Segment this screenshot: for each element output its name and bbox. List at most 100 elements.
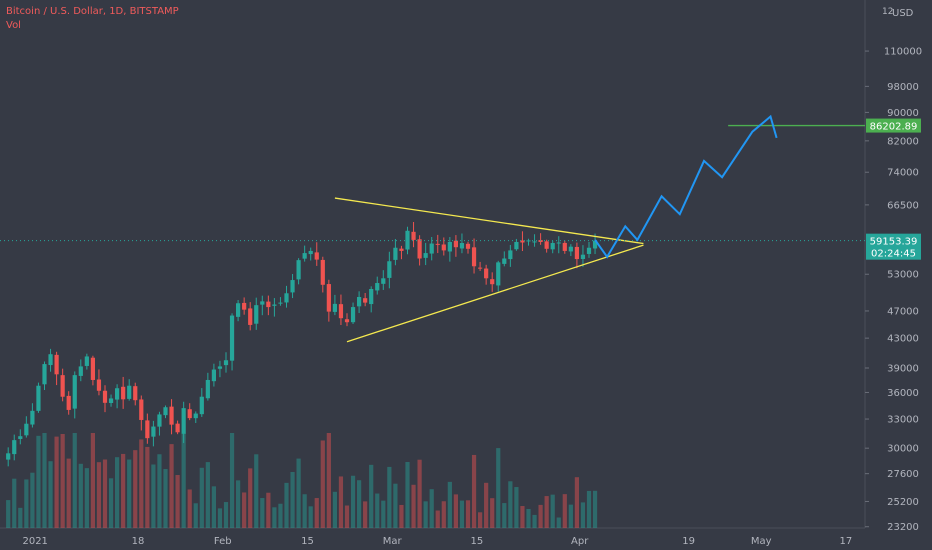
candle-body[interactable] (139, 399, 144, 420)
candle-body[interactable] (54, 354, 59, 375)
candle-body[interactable] (175, 423, 180, 433)
candlesticks[interactable] (6, 222, 598, 467)
candle-body[interactable] (108, 398, 114, 403)
candle-body[interactable] (550, 243, 555, 250)
candle-body[interactable] (217, 366, 223, 369)
candle-body[interactable] (520, 240, 525, 243)
candle-body[interactable] (223, 360, 229, 366)
candle-body[interactable] (169, 406, 174, 425)
candle-body[interactable] (314, 252, 319, 260)
candle-body[interactable] (411, 231, 416, 240)
candle-body[interactable] (36, 385, 41, 411)
candle-body[interactable] (478, 267, 483, 269)
candle-body[interactable] (102, 390, 108, 403)
candle-body[interactable] (357, 296, 362, 307)
candle-body[interactable] (592, 240, 598, 249)
candle-body[interactable] (471, 247, 477, 267)
candle-body[interactable] (350, 307, 356, 323)
candle-body[interactable] (6, 453, 11, 460)
candle-body[interactable] (72, 375, 77, 409)
candle-body[interactable] (465, 243, 471, 249)
candle-body[interactable] (193, 413, 198, 419)
candle-body[interactable] (363, 298, 368, 303)
triangle-lower-trendline[interactable] (346, 244, 644, 343)
candle-body[interactable] (532, 241, 537, 243)
candle-body[interactable] (332, 303, 337, 312)
candle-body[interactable] (242, 302, 247, 310)
candle-body[interactable] (435, 243, 440, 245)
candle-body[interactable] (484, 268, 489, 279)
candle-body[interactable] (60, 375, 65, 397)
candle-body[interactable] (96, 379, 102, 391)
candle-body[interactable] (562, 242, 567, 251)
candle-body[interactable] (121, 386, 126, 400)
candle-body[interactable] (266, 301, 271, 308)
candle-body[interactable] (326, 284, 331, 312)
candle-body[interactable] (248, 308, 253, 325)
candle-body[interactable] (308, 250, 313, 255)
candle-body[interactable] (417, 239, 422, 259)
candle-body[interactable] (399, 248, 404, 251)
projection-path[interactable] (594, 114, 778, 259)
candle-body[interactable] (496, 262, 501, 286)
candle-body[interactable] (260, 301, 265, 305)
candle-body[interactable] (205, 379, 210, 399)
candle-body[interactable] (272, 304, 277, 306)
candle-body[interactable] (459, 243, 465, 249)
candle-body[interactable] (574, 246, 579, 260)
candle-body[interactable] (181, 408, 186, 434)
candle-body[interactable] (42, 364, 47, 385)
candle-body[interactable] (90, 357, 95, 380)
candle-body[interactable] (405, 230, 410, 250)
candle-body[interactable] (568, 246, 573, 252)
candle-body[interactable] (127, 385, 132, 399)
candle-body[interactable] (393, 247, 398, 260)
candle-body[interactable] (429, 243, 434, 254)
candle-body[interactable] (302, 253, 307, 259)
candle-body[interactable] (199, 396, 204, 415)
candle-body[interactable] (387, 261, 392, 278)
candle-body[interactable] (133, 386, 138, 401)
candle-body[interactable] (369, 289, 374, 305)
candle-body[interactable] (375, 283, 380, 291)
candle-body[interactable] (18, 436, 23, 439)
candle-body[interactable] (157, 414, 162, 427)
candle-body[interactable] (48, 354, 53, 366)
triangle-upper-trendline[interactable] (334, 197, 644, 245)
candle-body[interactable] (66, 395, 71, 410)
candle-body[interactable] (115, 388, 120, 400)
candle-body[interactable] (78, 366, 83, 376)
candle-body[interactable] (278, 302, 283, 304)
candle-body[interactable] (84, 356, 89, 366)
candle-body[interactable] (586, 247, 592, 254)
candle-body[interactable] (441, 244, 446, 251)
drawing-layer[interactable] (0, 114, 865, 343)
candle-body[interactable] (544, 241, 549, 249)
candle-body[interactable] (296, 260, 301, 280)
candle-body[interactable] (423, 253, 428, 258)
candle-body[interactable] (24, 423, 29, 436)
candle-body[interactable] (580, 254, 586, 259)
candle-body[interactable] (145, 420, 150, 439)
candle-body[interactable] (187, 409, 192, 419)
candle-body[interactable] (490, 279, 495, 285)
candle-body[interactable] (508, 250, 513, 260)
candle-body[interactable] (236, 303, 241, 317)
candle-body[interactable] (453, 240, 458, 248)
candle-body[interactable] (211, 369, 216, 382)
candle-body[interactable] (320, 259, 325, 285)
candle-body[interactable] (30, 410, 35, 425)
candle-body[interactable] (344, 319, 350, 323)
candle-body[interactable] (556, 242, 561, 244)
candle-body[interactable] (151, 426, 156, 437)
candle-body[interactable] (447, 241, 452, 252)
candle-body[interactable] (381, 278, 386, 284)
candle-body[interactable] (290, 280, 295, 293)
candle-body[interactable] (284, 293, 289, 303)
candle-body[interactable] (163, 407, 168, 416)
candle-body[interactable] (229, 315, 235, 361)
candle-body[interactable] (502, 258, 507, 264)
candle-body[interactable] (12, 440, 17, 455)
candle-body[interactable] (514, 241, 519, 250)
